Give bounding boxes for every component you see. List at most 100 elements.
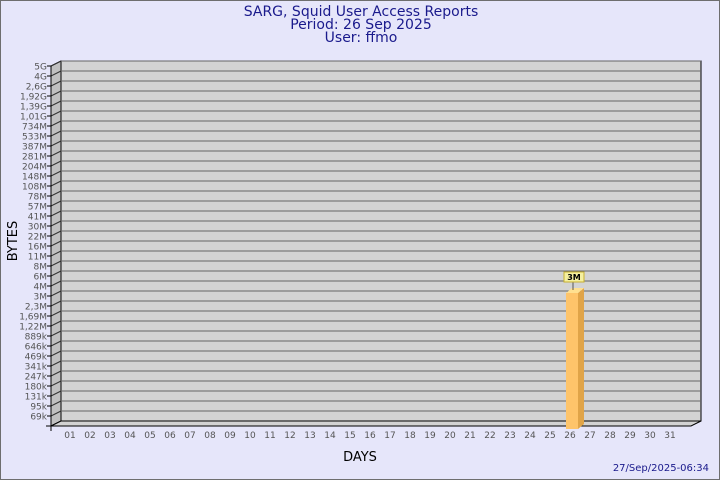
grid-line-diagonal — [50, 160, 62, 167]
x-tick-label: 27 — [584, 431, 595, 441]
y-tick-label: 734M — [22, 123, 47, 133]
y-tick-label: 6M — [34, 273, 48, 283]
grid-line-diagonal — [50, 260, 62, 267]
grid-line-diagonal — [50, 110, 62, 117]
x-tick-label: 19 — [424, 431, 436, 441]
y-tick-label: 646k — [25, 343, 48, 353]
x-tick-label: 28 — [604, 431, 616, 441]
bar-top — [566, 288, 584, 293]
grid-line-diagonal — [50, 320, 62, 327]
y-tick-label: 148M — [22, 173, 47, 183]
y-tick-label: 1,22M — [19, 323, 47, 333]
y-tick-label: 16M — [28, 243, 47, 253]
y-tick-label: 131k — [25, 393, 48, 403]
grid-line-diagonal — [50, 270, 62, 277]
grid-line-diagonal — [50, 290, 62, 297]
chart-period: Period: 26 Sep 2025 — [290, 17, 432, 33]
chart-user: User: ffmo — [324, 30, 398, 46]
grid-line-diagonal — [50, 300, 62, 307]
y-tick-label: 247k — [25, 373, 48, 383]
y-tick-label: 204M — [22, 163, 47, 173]
y-tick-label: 889k — [25, 333, 48, 343]
grid-line-diagonal — [50, 190, 62, 197]
x-tick-label: 26 — [564, 431, 576, 441]
x-tick-label: 24 — [524, 431, 536, 441]
grid-line-diagonal — [50, 380, 62, 387]
y-tick-label: 5G — [34, 63, 47, 73]
y-tick-label: 1,92G — [20, 93, 47, 103]
grid-line-diagonal — [50, 80, 62, 87]
x-tick-label: 22 — [484, 431, 495, 441]
x-tick-label: 12 — [284, 431, 295, 441]
y-tick-label: 387M — [22, 143, 47, 153]
grid-line-diagonal — [50, 60, 62, 67]
grid-line-diagonal — [50, 220, 62, 227]
x-tick-label: 13 — [304, 431, 315, 441]
grid-line-diagonal — [50, 200, 62, 207]
grid-line-diagonal — [50, 130, 62, 137]
y-tick-label: 341k — [25, 363, 48, 373]
grid-line-diagonal — [50, 250, 62, 257]
x-tick-label: 02 — [84, 431, 95, 441]
grid-line-diagonal — [50, 100, 62, 107]
grid-line-diagonal — [50, 410, 62, 417]
x-tick-label: 15 — [344, 431, 355, 441]
grid-line-diagonal — [50, 70, 62, 77]
grid-line-diagonal — [50, 330, 62, 337]
x-tick-label: 04 — [124, 431, 136, 441]
y-axis-label: BYTES — [6, 221, 21, 262]
grid-line-diagonal — [50, 280, 62, 287]
x-tick-label: 11 — [264, 431, 275, 441]
y-tick-label: 3M — [34, 293, 48, 303]
grid-line-diagonal — [50, 310, 62, 317]
y-tick-label: 533M — [22, 133, 47, 143]
x-tick-label: 23 — [504, 431, 515, 441]
x-tick-label: 06 — [164, 431, 176, 441]
x-tick-label: 18 — [404, 431, 416, 441]
bar-value-label: 3M — [567, 273, 581, 282]
x-tick-label: 03 — [104, 431, 115, 441]
y-tick-label: 4G — [34, 73, 47, 83]
timestamp: 27/Sep/2025-06:34 — [613, 463, 709, 474]
y-tick-label: 95k — [30, 403, 47, 413]
grid-line-diagonal — [50, 390, 62, 397]
bar-label-box — [563, 271, 585, 283]
grid-line-diagonal — [50, 230, 62, 237]
y-tick-label: 2,3M — [25, 303, 47, 313]
x-tick-label: 25 — [544, 431, 555, 441]
y-tick-label: 281M — [22, 153, 47, 163]
x-tick-label: 09 — [224, 431, 236, 441]
y-tick-label: 2,6G — [26, 83, 47, 93]
y-tick-label: 8M — [34, 263, 48, 273]
x-tick-label: 20 — [444, 431, 456, 441]
floor — [50, 420, 702, 427]
x-tick-label: 05 — [144, 431, 155, 441]
y-tick-label: 180k — [25, 383, 48, 393]
y-tick-label: 1,69M — [19, 313, 47, 323]
y-tick-label: 41M — [28, 213, 47, 223]
x-tick-label: 10 — [244, 431, 256, 441]
grid-line-diagonal — [50, 90, 62, 97]
grid-line-diagonal — [50, 120, 62, 127]
grid-line-diagonal — [50, 370, 62, 377]
x-tick-label: 30 — [644, 431, 656, 441]
y-tick-label: 30M — [28, 223, 47, 233]
y-tick-label: 1,39G — [20, 103, 47, 113]
x-tick-label: 07 — [184, 431, 195, 441]
y-tick-label: 57M — [28, 203, 47, 213]
grid-line-diagonal — [50, 360, 62, 367]
bar — [566, 293, 578, 429]
y-tick-label: 4M — [34, 283, 48, 293]
y-tick-label: 69k — [30, 413, 47, 423]
grid-line-diagonal — [50, 170, 62, 177]
grid-line-diagonal — [50, 350, 62, 357]
x-axis-label: DAYS — [343, 450, 377, 465]
grid-line-diagonal — [50, 150, 62, 157]
x-tick-label: 16 — [364, 431, 376, 441]
y-tick-label: 1,01G — [20, 113, 47, 123]
grid-line-diagonal — [50, 140, 62, 147]
grid-line-diagonal — [50, 180, 62, 187]
x-tick-label: 01 — [64, 431, 75, 441]
y-tick-label: 11M — [28, 253, 47, 263]
